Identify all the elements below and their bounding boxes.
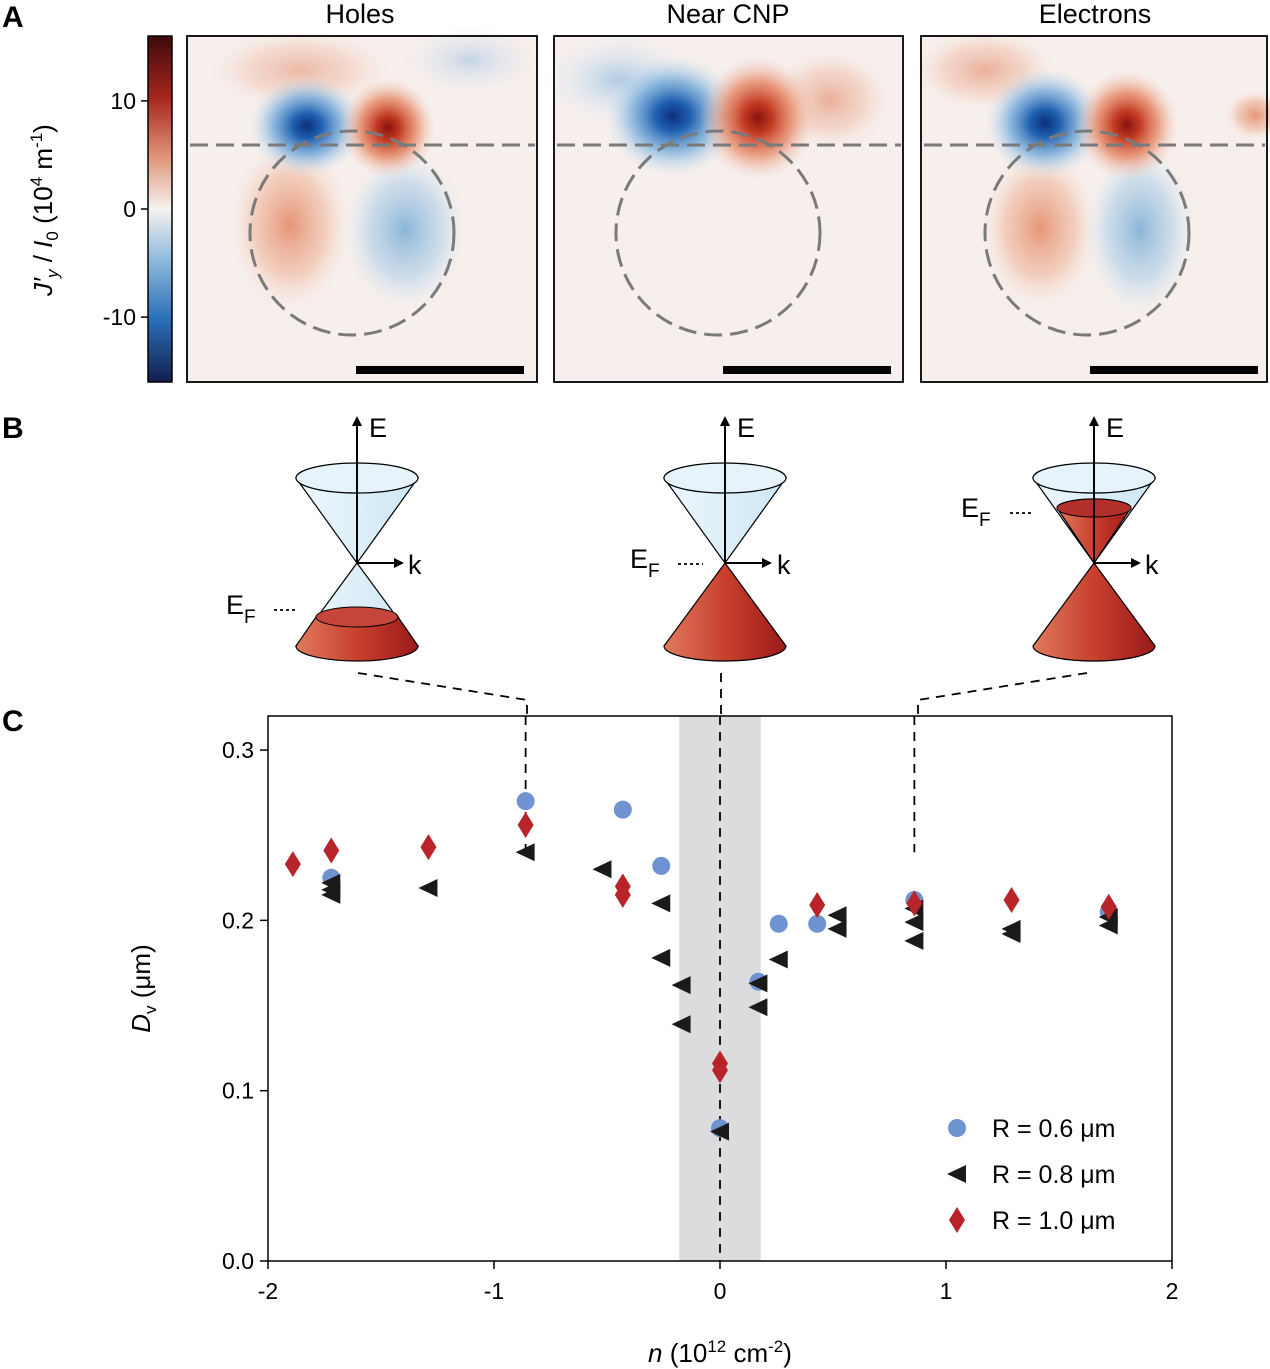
x-tick-label: -1 <box>484 1278 504 1304</box>
lobe-lower-left <box>982 148 1098 308</box>
data-point <box>906 890 923 917</box>
y-tick-label: 0.3 <box>222 737 254 763</box>
data-point <box>1003 886 1020 913</box>
cone-k-label: k <box>1145 550 1159 580</box>
scatter-chart: -2 -1 0 1 2 0.0 0.1 0.2 0.3 n (1012 cm-2) Dv (μm) R… <box>126 715 1179 1368</box>
y-tick-label: 0.1 <box>222 1078 254 1104</box>
y-tick-label: 0.0 <box>222 1248 254 1274</box>
data-point <box>712 1057 728 1084</box>
map-holes: Holes <box>186 0 540 383</box>
data-point <box>614 881 631 908</box>
data-point <box>671 976 691 995</box>
data-point <box>827 906 847 925</box>
connector-electrons <box>917 672 1088 716</box>
lobe-lower-right <box>343 150 467 310</box>
data-point <box>904 913 924 932</box>
data-point <box>1098 916 1118 935</box>
data-point <box>748 998 768 1017</box>
cone-k-label: k <box>408 550 422 580</box>
panel-label-b: B <box>2 412 24 445</box>
lobe-lower-right <box>1085 145 1195 315</box>
lobe-red-peak <box>1075 70 1179 180</box>
map-near-cnp: Near CNP <box>545 0 904 383</box>
data-point <box>613 800 632 819</box>
data-point <box>420 834 437 861</box>
data-point <box>1100 893 1117 920</box>
data-point <box>768 950 788 969</box>
cone-cnp: E k EF <box>630 413 791 662</box>
y-axis-label: Dv (μm) <box>126 944 160 1032</box>
cone-ef-label: EF <box>630 544 660 582</box>
legend-label: R = 0.8 μm <box>992 1161 1115 1189</box>
cone-ef-label: EF <box>226 590 256 628</box>
colorbar: 10 0 -10 J′y / I0 (104 m-1) <box>27 35 173 383</box>
lobe-red-peak <box>700 56 816 180</box>
map-title-holes: Holes <box>325 0 394 29</box>
data-point <box>651 948 671 967</box>
colorbar-ticks: 10 0 -10 <box>103 88 148 330</box>
data-point <box>748 974 768 993</box>
data-point <box>592 860 612 879</box>
panel-label-c: C <box>2 705 24 738</box>
data-point <box>671 1015 691 1034</box>
legend-label: R = 1.0 μm <box>992 1207 1115 1235</box>
data-point <box>769 914 788 933</box>
data-point <box>710 1122 729 1141</box>
lobe-lower-left <box>230 140 350 310</box>
cone-e-label: E <box>369 413 387 443</box>
lobe-blue-peak <box>985 68 1105 178</box>
connectors <box>357 672 1088 716</box>
data-point <box>515 843 535 862</box>
colorbar-tick-label: -10 <box>103 304 136 330</box>
map-title-electrons: Electrons <box>1039 0 1152 29</box>
legend-label: R = 0.6 μm <box>992 1115 1115 1143</box>
data-point <box>516 792 535 811</box>
data-point <box>323 837 340 864</box>
x-tick-label: 0 <box>714 1278 727 1304</box>
data-point <box>418 879 438 898</box>
legend-marker <box>948 1119 966 1137</box>
legend: R = 0.6 μm R = 0.8 μm R = 1.0 μm <box>947 1115 1115 1235</box>
lobe-blue-peak <box>249 76 365 176</box>
x-tick-label: 1 <box>940 1278 953 1304</box>
colorbar-gradient <box>147 35 173 383</box>
cone-k-label: k <box>777 550 791 580</box>
legend-marker <box>947 1165 966 1183</box>
lobe-red-peak <box>340 78 436 178</box>
cone-electrons: E k EF <box>961 413 1159 662</box>
data-point <box>808 914 827 933</box>
data-point <box>827 919 847 938</box>
cone-e-label: E <box>1106 413 1124 443</box>
map-electrons: Electrons <box>915 0 1270 383</box>
cone-e-label: E <box>737 413 755 443</box>
data-point <box>1001 925 1021 943</box>
cone-holes: E k EF <box>226 413 422 662</box>
colorbar-tick-label: 0 <box>123 196 136 222</box>
data-point <box>652 856 671 875</box>
series-diamond <box>284 812 1117 1084</box>
data-point <box>517 812 534 838</box>
colorbar-tick-label: 10 <box>110 88 136 114</box>
data-point <box>809 892 826 919</box>
y-tick-label: 0.2 <box>222 907 254 933</box>
x-tick-label: -2 <box>258 1278 278 1304</box>
connector-holes <box>357 672 528 716</box>
guide-circle <box>614 129 822 337</box>
x-axis-label: n (1012 cm-2) <box>648 1337 792 1368</box>
colorbar-label: J′y / I0 (104 m-1) <box>27 124 62 297</box>
legend-marker <box>949 1207 965 1233</box>
map-title-near-cnp: Near CNP <box>666 0 789 29</box>
data-point <box>321 885 341 904</box>
series-left-triangle <box>321 843 1118 1141</box>
data-point <box>284 851 301 878</box>
cone-ef-label: EF <box>961 493 991 531</box>
panel-label-a: A <box>2 1 24 34</box>
x-tick-label: 2 <box>1166 1278 1179 1304</box>
data-point <box>651 894 671 913</box>
data-point <box>904 931 924 950</box>
guide-circle <box>248 129 456 337</box>
guide-circle <box>983 129 1191 337</box>
